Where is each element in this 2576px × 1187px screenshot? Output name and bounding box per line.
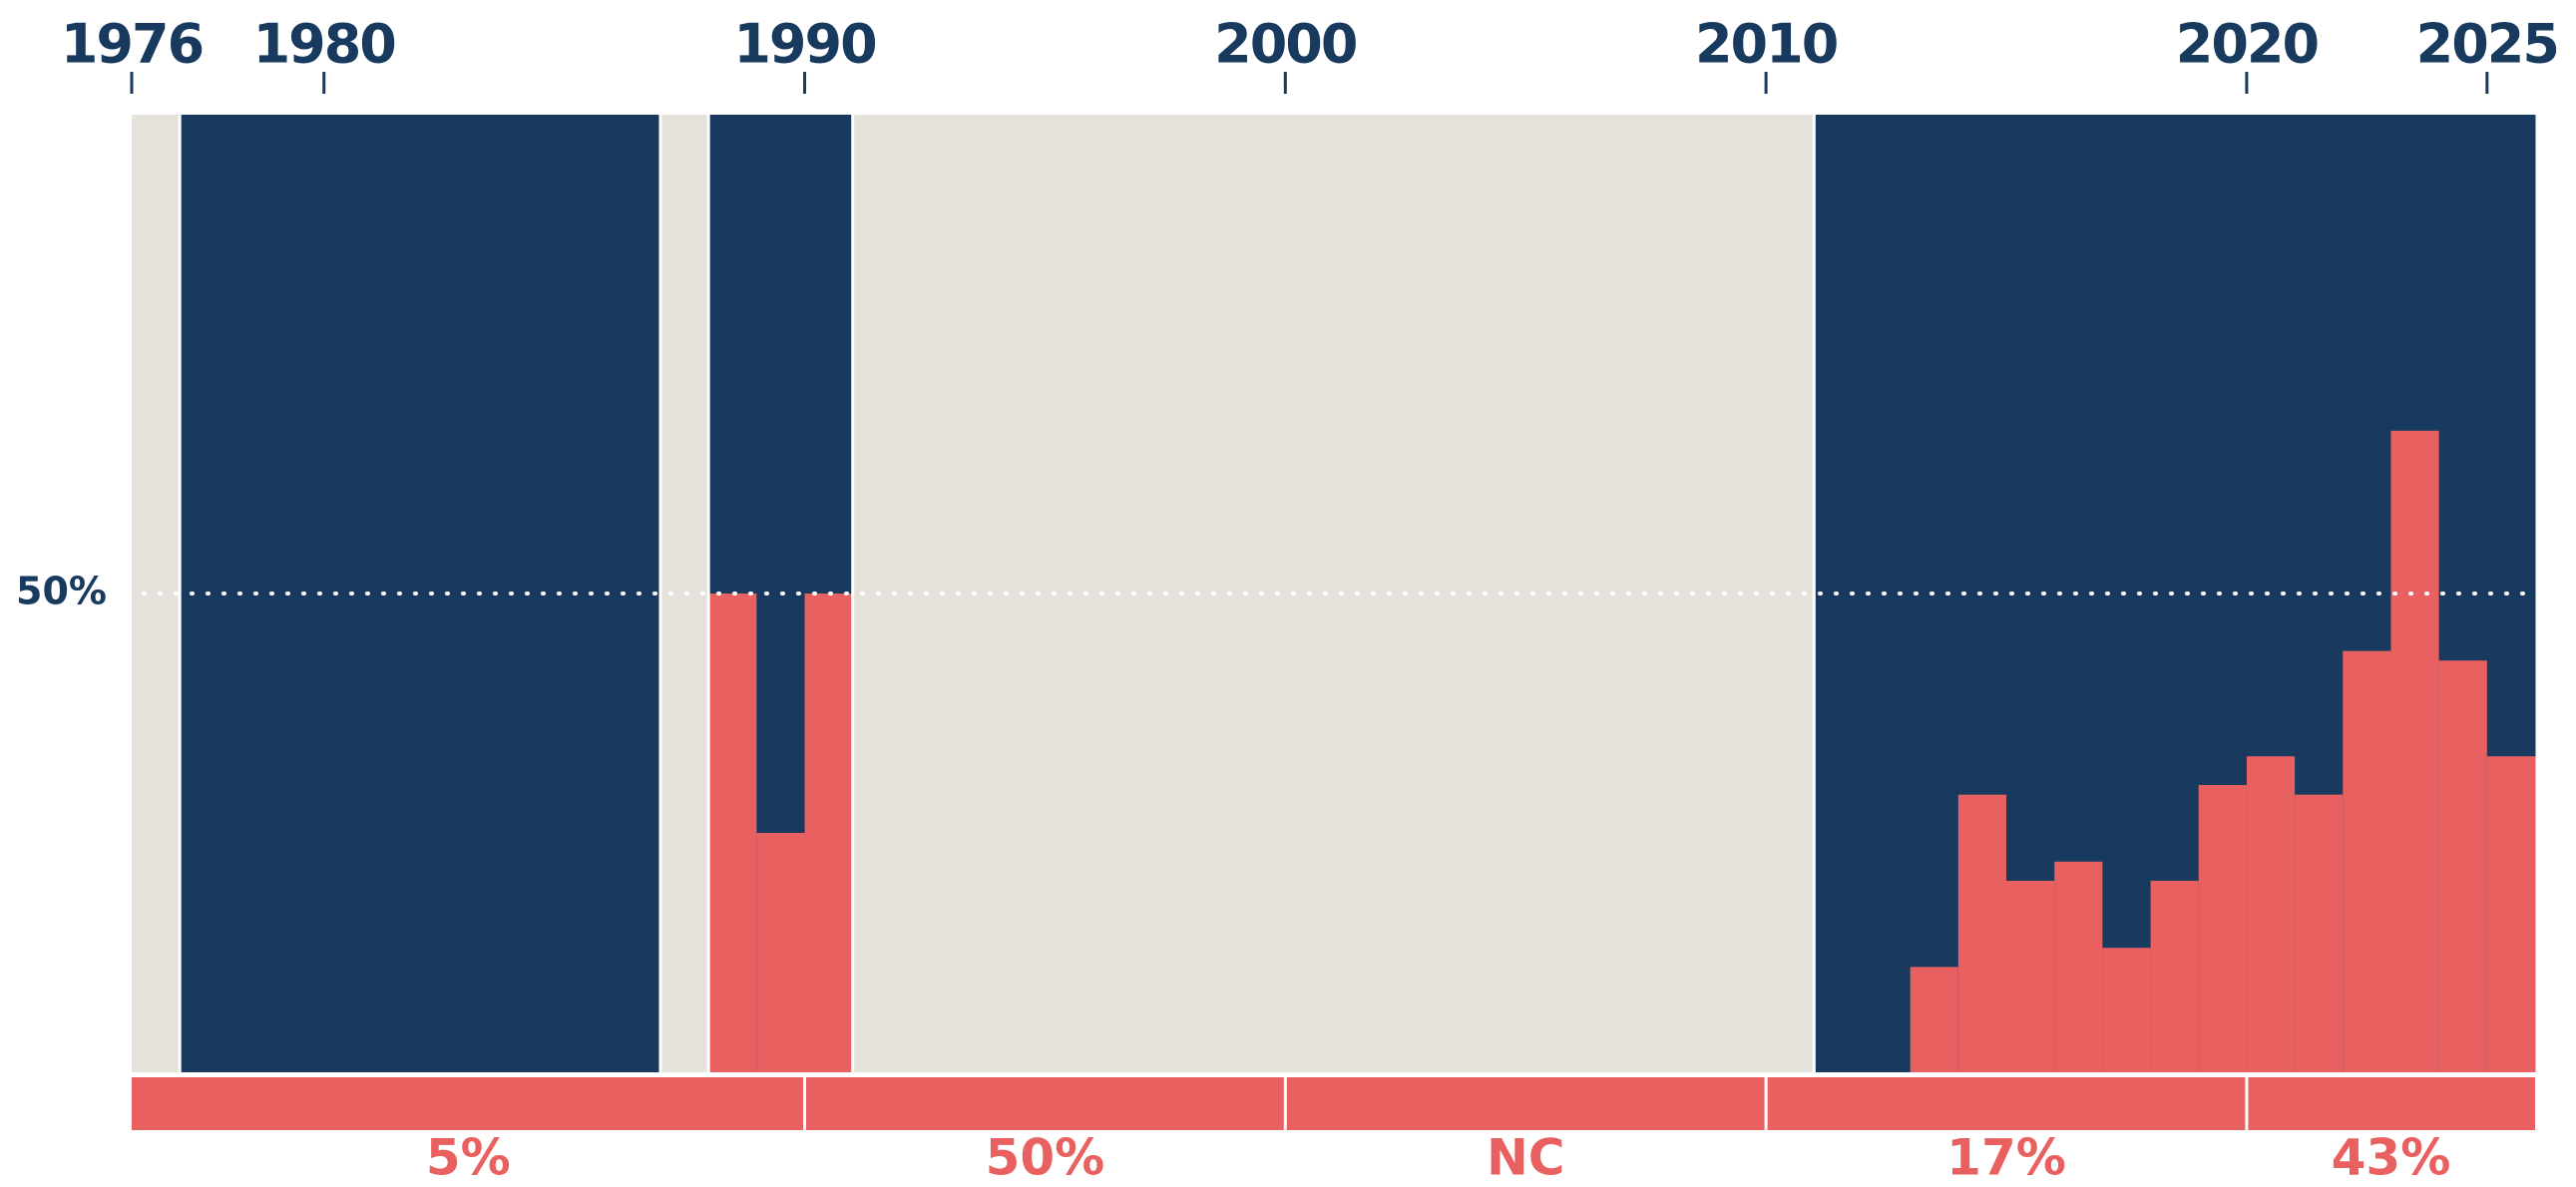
column-bg (468, 115, 517, 1072)
column-bg (323, 115, 373, 1072)
column-bg (2102, 115, 2152, 1072)
bar (1910, 967, 1959, 1072)
period-bar (2246, 1077, 2535, 1130)
column-bg (275, 115, 325, 1072)
period-bar (1766, 1077, 2247, 1130)
bar (1957, 794, 2007, 1072)
column-bg (420, 115, 469, 1072)
bar (2054, 861, 2103, 1072)
bar (2343, 650, 2391, 1072)
bar (2246, 756, 2296, 1072)
bar (2390, 430, 2440, 1072)
column-bg (132, 115, 181, 1072)
x-tick-label: 2025 (2416, 13, 2558, 76)
bar (2102, 948, 2152, 1072)
bar (804, 594, 854, 1072)
period-bar (804, 1077, 1286, 1130)
period-label: NC (1487, 1129, 1565, 1187)
bar (2486, 756, 2536, 1072)
x-tick-label: 1976 (61, 13, 203, 76)
column-bg (227, 115, 277, 1072)
bar (2006, 881, 2055, 1072)
period-label: 50% (986, 1129, 1105, 1187)
period-label: 5% (426, 1129, 511, 1187)
bar (756, 833, 806, 1072)
column-bg (371, 115, 421, 1072)
bar (2198, 785, 2248, 1072)
bar (2295, 794, 2344, 1072)
period-label: 17% (1946, 1129, 2066, 1187)
bar (708, 594, 757, 1072)
period-label: 43% (2332, 1129, 2451, 1187)
x-tick-label: 1990 (733, 13, 875, 76)
x-tick-label: 2020 (2176, 13, 2318, 76)
column-bg (180, 115, 228, 1072)
period-bar (1285, 1077, 1767, 1130)
bar (2150, 881, 2200, 1072)
y-tick-label: 50% (16, 570, 107, 613)
period-bar (132, 1077, 805, 1130)
bar (2438, 660, 2488, 1072)
x-tick-label: 2010 (1695, 13, 1837, 76)
x-tick-label: 2000 (1214, 13, 1356, 76)
x-tick-label: 1980 (253, 13, 395, 76)
